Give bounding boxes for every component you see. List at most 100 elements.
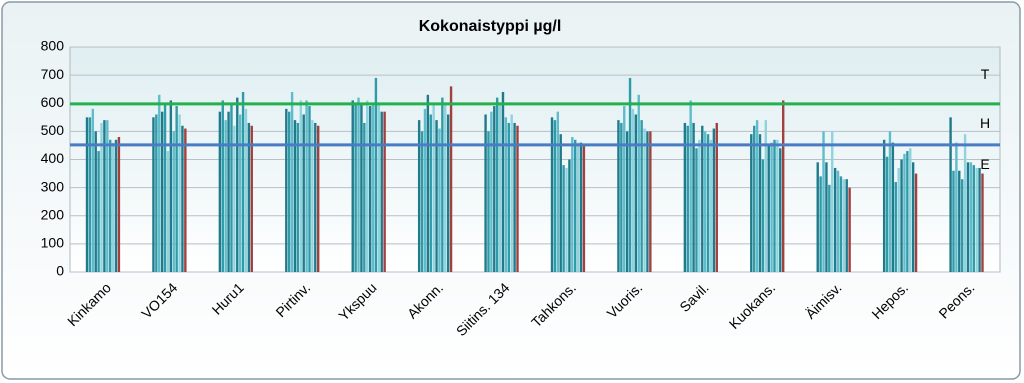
bar [839, 176, 843, 272]
bar [576, 142, 580, 272]
bar [293, 120, 297, 272]
bar [166, 151, 170, 272]
bar [244, 108, 248, 272]
y-tick-label: 700 [41, 66, 65, 82]
y-tick-label: 200 [41, 206, 65, 222]
bar [550, 117, 554, 272]
bar [955, 142, 958, 272]
bar [314, 122, 317, 272]
bar [250, 125, 253, 272]
bar [103, 120, 106, 272]
bar [178, 114, 181, 272]
bar [114, 139, 118, 272]
bar [842, 179, 846, 272]
bar [504, 117, 508, 272]
bar [833, 167, 837, 272]
bar [351, 100, 354, 272]
bar [308, 106, 311, 272]
bar [374, 77, 378, 272]
bar [906, 151, 909, 272]
bar [703, 131, 707, 272]
bar [782, 100, 785, 272]
y-tick-label: 800 [41, 38, 65, 54]
bar [236, 97, 239, 272]
bar [822, 131, 825, 272]
bar [764, 120, 767, 272]
bar [897, 167, 900, 272]
bar [233, 125, 236, 272]
bar [85, 117, 89, 272]
bar [296, 122, 300, 272]
bar [776, 139, 779, 272]
bar [773, 139, 776, 272]
bar [218, 111, 222, 272]
bar [435, 120, 438, 272]
bar [640, 120, 643, 272]
bar [553, 120, 557, 272]
bar [750, 134, 753, 272]
bar [972, 165, 975, 272]
bar [175, 106, 178, 272]
bar [646, 131, 649, 272]
bar [498, 103, 502, 272]
bar [755, 120, 759, 272]
bar [683, 122, 687, 272]
bar [816, 162, 819, 272]
bar [686, 125, 689, 272]
bar [417, 120, 421, 272]
bar [836, 170, 840, 272]
bar [106, 120, 109, 272]
bar [571, 137, 574, 272]
bar [960, 179, 964, 272]
bar [111, 142, 115, 272]
bar [360, 103, 363, 272]
bar [510, 114, 513, 272]
bar [975, 167, 978, 272]
chart-title: Kokonaistyppi µg/l [419, 18, 562, 35]
bar [169, 100, 173, 272]
bar [160, 111, 164, 272]
bar [758, 134, 762, 272]
bar [184, 128, 187, 272]
bar [958, 170, 961, 272]
bar [94, 131, 97, 272]
bar [513, 122, 516, 272]
bar [623, 106, 626, 272]
bar [383, 111, 386, 272]
bar [882, 139, 886, 272]
bar [426, 94, 430, 272]
bar [371, 103, 375, 272]
bar [911, 162, 915, 272]
bar [507, 122, 510, 272]
bar [914, 173, 918, 272]
zone-label: E [980, 156, 989, 172]
bar [620, 122, 623, 272]
bar [631, 108, 635, 272]
bar [97, 151, 100, 272]
bar [366, 100, 369, 272]
bar [305, 100, 308, 272]
bar [152, 117, 155, 272]
bar [825, 162, 828, 272]
bar [247, 122, 251, 272]
bar [172, 131, 175, 272]
bar [845, 179, 848, 272]
bar [701, 125, 704, 272]
bar [109, 139, 112, 272]
bar [894, 182, 897, 272]
bar [432, 103, 435, 272]
bar [230, 103, 233, 272]
bar [969, 162, 973, 272]
bar [966, 162, 970, 272]
bar [423, 108, 427, 272]
y-tick-label: 300 [41, 178, 65, 194]
bar [753, 125, 756, 272]
bar [568, 159, 571, 272]
bar [828, 184, 831, 272]
bar [779, 148, 782, 272]
bar [888, 131, 892, 272]
bar [446, 114, 450, 272]
bar [625, 131, 629, 272]
zone-label: T [981, 66, 990, 82]
